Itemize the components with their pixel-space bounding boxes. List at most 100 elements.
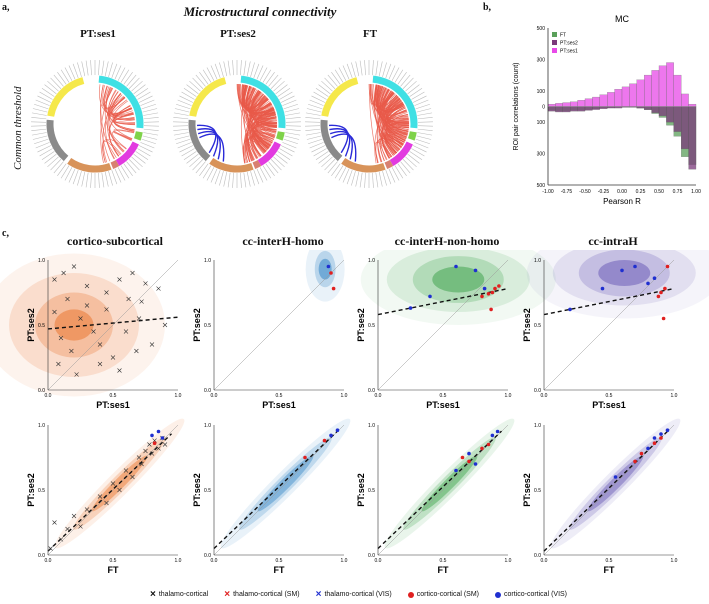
chord-edge — [247, 134, 274, 162]
node-label-tick — [338, 167, 347, 181]
node-label-tick — [143, 132, 159, 136]
y-tick-label: 0.5 — [368, 488, 375, 494]
density-contour — [54, 309, 94, 341]
histogram-bar — [666, 106, 674, 123]
chord-edge — [377, 86, 395, 156]
legend-item: × thalamo-cortical (SM) — [224, 589, 300, 600]
node-label-tick — [117, 67, 126, 81]
node-label-tick — [68, 168, 76, 183]
identity-line — [213, 424, 345, 556]
legend-item: cortico-cortical (SM) — [407, 591, 479, 598]
node-label-tick — [359, 60, 363, 76]
data-point-x — [130, 270, 135, 276]
module-arc — [389, 141, 413, 167]
node-label-tick — [72, 169, 79, 185]
node-label-tick — [31, 117, 47, 120]
chord-edge — [245, 85, 273, 112]
data-point-vis — [160, 436, 165, 440]
node-label-tick — [279, 148, 293, 157]
node-label-tick — [81, 61, 86, 77]
y-tick-label: 0.0 — [534, 553, 541, 559]
node-label-tick — [305, 112, 321, 116]
node-label-tick — [210, 65, 218, 80]
node-label-tick — [77, 62, 82, 77]
node-label-tick — [72, 63, 79, 79]
density-contour — [432, 266, 485, 293]
data-point-x — [162, 322, 168, 328]
chord-edge — [245, 95, 266, 163]
node-label-tick — [101, 60, 105, 76]
node-label-tick — [324, 77, 336, 89]
data-point-vis — [633, 264, 637, 269]
regression-line — [543, 430, 668, 552]
node-label-tick — [372, 60, 374, 76]
chord-edge — [107, 89, 133, 139]
node-label-tick — [285, 125, 301, 127]
node-label-tick — [338, 67, 347, 81]
histogram-bar — [614, 89, 623, 107]
data-point-vis — [652, 436, 657, 440]
data-point-x — [84, 507, 90, 512]
node-label-tick — [240, 60, 242, 76]
y-tick-label: 0.0 — [534, 388, 541, 394]
x-axis-label: FT — [438, 565, 449, 575]
node-label-tick — [351, 171, 356, 186]
node-label-tick — [259, 67, 268, 81]
chord-edge — [246, 86, 277, 126]
y-tick-label: 1.0 — [368, 423, 375, 429]
chord-edge — [102, 138, 127, 163]
data-point-vis — [620, 268, 624, 273]
data-point-vis — [646, 281, 650, 286]
node-label-tick — [246, 61, 251, 77]
node-label-tick — [346, 169, 353, 185]
identity-line — [377, 424, 509, 556]
module-arc — [189, 77, 227, 117]
x-tick-label: 0.5 — [440, 558, 447, 564]
x-axis-label: FT — [604, 565, 615, 575]
chord-title-1: PT:ses1 — [80, 28, 116, 40]
y-axis-label: PT:ses2 — [356, 473, 366, 507]
x-axis-label: PT:ses1 — [262, 400, 296, 410]
data-point-sm — [661, 316, 666, 321]
node-label-tick — [35, 142, 50, 149]
data-point-sm — [659, 436, 663, 440]
y-tick-label: 500 — [537, 183, 546, 189]
row-title-cc-interh-homo: cc-interH-homo — [242, 234, 324, 248]
histogram-bar — [562, 106, 571, 113]
x-tick-label: -1.00 — [542, 189, 554, 195]
chord-edge — [252, 136, 270, 151]
data-point-vis — [467, 451, 471, 456]
node-label-tick — [37, 95, 52, 103]
x-tick-label: 0.0 — [541, 393, 548, 399]
node-label-tick — [414, 142, 429, 149]
data-point-x — [84, 283, 90, 289]
node-label-tick — [265, 72, 275, 85]
data-point-x — [91, 329, 96, 334]
chord-edge — [111, 97, 133, 115]
histogram-bar — [658, 106, 667, 117]
node-label-tick — [227, 60, 231, 76]
data-point-x — [123, 468, 129, 473]
module-arc — [98, 75, 144, 129]
node-label-tick — [417, 128, 433, 131]
node-label-tick — [273, 156, 285, 168]
data-point-vis — [568, 307, 572, 312]
node-label-tick — [181, 91, 195, 100]
module-arc — [67, 157, 112, 173]
data-point-x — [156, 446, 161, 451]
node-label-tick — [253, 169, 260, 185]
x-tick-label: -0.50 — [579, 189, 591, 195]
data-point-vis — [600, 286, 605, 291]
y-axis-label: ROI pair correlations (count) — [513, 63, 520, 151]
node-label-tick — [283, 138, 298, 145]
x-axis-label: PT:ses1 — [592, 400, 626, 410]
histogram-bar — [584, 106, 593, 111]
histogram-bar — [644, 106, 652, 110]
data-point-sm — [663, 286, 667, 291]
module-arc — [240, 75, 286, 129]
data-point-x — [56, 361, 61, 367]
data-point-vis — [659, 432, 663, 436]
data-point-x — [69, 348, 74, 354]
node-label-tick — [305, 128, 321, 131]
node-label-tick — [77, 171, 82, 186]
